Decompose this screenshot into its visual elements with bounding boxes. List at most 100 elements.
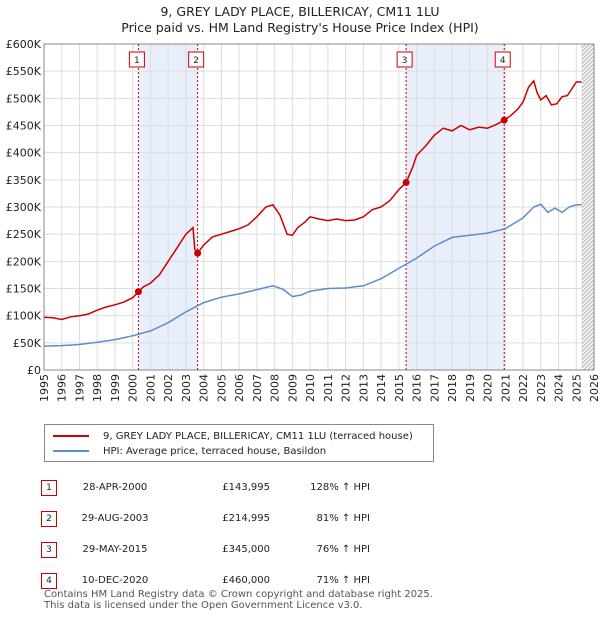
hatch-line <box>581 147 594 161</box>
sale-point <box>134 288 142 296</box>
hatch-line <box>581 175 594 189</box>
x-tick-label: 2002 <box>162 374 175 402</box>
hatch-line <box>581 323 594 337</box>
hatch-line <box>581 343 594 357</box>
price-chart: 1 2 3 4 £0 £50K £100K £150K £200K £250K £300K £350K… <box>6 12 600 402</box>
sale-hpi-change: 128% ↑ HPI <box>310 482 370 493</box>
hatch-line <box>581 307 594 321</box>
hatch-line <box>582 12 594 24</box>
hpi-line <box>43 203 582 347</box>
hatch-line <box>581 91 594 105</box>
y-tick-label: £400K <box>6 147 42 160</box>
hatch-line <box>581 195 594 209</box>
hatch-line <box>581 163 594 177</box>
sale-date: 29-MAY-2015 <box>82 544 148 555</box>
sale-marker-label: 2 <box>41 510 57 527</box>
hatch-line <box>581 51 594 65</box>
hatch-line <box>581 291 594 305</box>
x-tick-label: 2022 <box>517 374 530 402</box>
hatch-line <box>581 87 594 101</box>
table-row: 2 29-AUG-2003 £214,995 81% ↑ HPI <box>38 503 370 534</box>
sale-number-label: 2 <box>193 56 199 66</box>
hatch-line <box>581 131 594 145</box>
y-tick-label: £200K <box>6 255 42 268</box>
sale-date: 10-DEC-2020 <box>81 575 149 586</box>
hatch-line <box>581 315 594 329</box>
hatch-line <box>581 347 594 361</box>
x-tick-label: 2004 <box>198 374 211 402</box>
x-tick-label: 2006 <box>233 374 246 402</box>
hatch-line <box>581 75 594 89</box>
hatch-line <box>581 99 594 113</box>
hatch-line <box>581 279 594 293</box>
hatch-line <box>581 151 594 165</box>
sale-number-label: 1 <box>134 56 140 66</box>
sale-point <box>500 116 508 124</box>
hatch-line <box>582 24 594 36</box>
x-tick-label: 2007 <box>251 374 264 402</box>
hatch-line <box>581 211 594 225</box>
x-tick-label: 2025 <box>570 374 583 402</box>
hatch-line <box>581 71 594 85</box>
y-tick-label: £100K <box>6 310 42 323</box>
chart-subtitle: Price paid vs. HM Land Registry's House … <box>121 20 479 35</box>
hatch-line <box>581 139 594 153</box>
hatch-line <box>581 167 594 181</box>
hatch-line <box>581 223 594 237</box>
hatch-line <box>581 119 594 133</box>
property-price-line <box>43 79 582 321</box>
sale-number-box <box>396 51 413 68</box>
hatch-line <box>581 44 591 53</box>
table-row: 1 28-APR-2000 £143,995 128% ↑ HPI <box>38 472 370 503</box>
hatch-line <box>581 215 594 229</box>
hatch-line <box>581 311 594 325</box>
hatch-line <box>581 243 594 257</box>
chart-title: 9, GREY LADY PLACE, BILLERICAY, CM11 1LU <box>160 4 440 19</box>
x-tick-label: 2010 <box>304 374 317 402</box>
hatch-line <box>581 267 594 281</box>
legend-item-hpi: HPI: Average price, terraced house, Basi… <box>53 444 326 458</box>
y-tick-label: £550K <box>6 65 42 78</box>
hatch-line <box>581 135 594 149</box>
hatch-line <box>581 263 594 277</box>
sale-number-box <box>188 51 205 68</box>
y-tick-label: £150K <box>6 283 42 296</box>
sale-marker-label: 4 <box>41 572 57 589</box>
hatch-line <box>581 63 594 77</box>
hatch-line <box>581 271 594 285</box>
y-tick-label: £500K <box>6 92 42 105</box>
hatch-line <box>581 295 594 309</box>
hatch-line <box>581 123 594 137</box>
hatch-line <box>581 127 594 141</box>
sale-price: £214,995 <box>222 513 270 524</box>
hatch-line <box>582 20 594 32</box>
legend-swatch-hpi <box>53 450 89 452</box>
x-tick-label: 2023 <box>535 374 548 402</box>
hatch-line <box>581 259 594 273</box>
sale-number-box <box>494 51 511 68</box>
sale-price: £143,995 <box>222 482 270 493</box>
hatch-line <box>581 155 594 169</box>
x-tick-label: 2021 <box>499 374 512 402</box>
x-tick-label: 2003 <box>180 374 193 402</box>
hatch-line <box>581 235 594 249</box>
hatch-line <box>581 44 587 49</box>
x-tick-label: 2013 <box>357 374 370 402</box>
y-tick-label: £600K <box>6 38 42 51</box>
x-tick-label: 2024 <box>553 374 566 402</box>
y-tick-label: £350K <box>6 174 42 187</box>
sale-number-box <box>128 51 145 68</box>
sale-hpi-change: 76% ↑ HPI <box>316 544 370 555</box>
hatch-line <box>581 239 594 253</box>
hatch-line <box>581 299 594 313</box>
sale-date: 29-AUG-2003 <box>81 513 149 524</box>
hatch-line <box>581 59 594 73</box>
x-tick-label: 1996 <box>56 374 69 402</box>
hatch-line <box>581 111 594 125</box>
x-tick-label: 2000 <box>127 374 140 402</box>
table-row: 3 29-MAY-2015 £345,000 76% ↑ HPI <box>38 534 370 565</box>
hatch-line <box>581 191 594 205</box>
hatch-line <box>581 275 594 289</box>
table-row: 4 10-DEC-2020 £460,000 71% ↑ HPI <box>38 565 370 596</box>
x-tick-label: 2014 <box>375 374 388 402</box>
